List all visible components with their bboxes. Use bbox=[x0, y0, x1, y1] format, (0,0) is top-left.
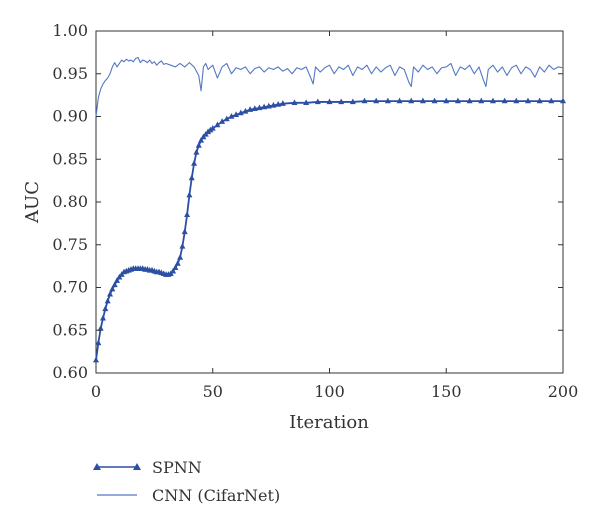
y-tick-label: 1.00 bbox=[52, 21, 88, 40]
data-point-spnn bbox=[279, 100, 286, 106]
data-point-spnn bbox=[219, 118, 226, 124]
legend-marker-spnn bbox=[133, 463, 141, 470]
plot-area bbox=[93, 30, 566, 374]
x-tick-label: 50 bbox=[203, 382, 223, 401]
data-point-spnn bbox=[338, 98, 345, 105]
data-point-spnn bbox=[443, 97, 450, 104]
y-tick-label: 0.75 bbox=[52, 235, 88, 254]
y-tick-label: 0.90 bbox=[52, 107, 88, 126]
x-tick-label: 200 bbox=[548, 382, 579, 401]
x-axis: 0 50 100 150 200 bbox=[91, 31, 578, 401]
data-point-spnn bbox=[251, 105, 258, 112]
data-point-spnn bbox=[209, 124, 216, 131]
data-point-spnn bbox=[291, 99, 298, 106]
x-axis-label: Iteration bbox=[289, 412, 369, 433]
data-point-spnn bbox=[396, 97, 403, 104]
y-tick-label: 0.60 bbox=[52, 363, 88, 382]
data-point-spnn bbox=[177, 254, 184, 260]
data-point-spnn bbox=[419, 97, 426, 104]
x-tick-label: 100 bbox=[314, 382, 345, 401]
data-point-spnn bbox=[265, 102, 272, 109]
data-point-spnn bbox=[466, 97, 473, 104]
data-point-spnn bbox=[191, 160, 198, 166]
data-point-spnn bbox=[97, 325, 104, 331]
y-tick-label: 0.95 bbox=[52, 64, 88, 83]
data-point-spnn bbox=[501, 97, 508, 104]
data-point-spnn bbox=[223, 115, 230, 122]
data-point-spnn bbox=[326, 98, 333, 105]
y-tick-label: 0.85 bbox=[52, 149, 88, 168]
legend-label-spnn: SPNN bbox=[152, 458, 202, 477]
data-point-spnn bbox=[170, 267, 177, 274]
y-tick-label: 0.80 bbox=[52, 192, 88, 211]
series-line-spnn bbox=[95, 100, 563, 361]
data-point-spnn bbox=[104, 297, 111, 304]
data-point-spnn bbox=[186, 191, 193, 198]
data-point-spnn bbox=[242, 107, 249, 114]
data-point-spnn bbox=[174, 260, 181, 266]
data-point-spnn bbox=[256, 104, 263, 111]
data-point-spnn bbox=[100, 314, 107, 321]
data-point-spnn bbox=[349, 98, 356, 105]
data-point-spnn bbox=[93, 356, 99, 363]
data-point-spnn bbox=[237, 109, 244, 116]
data-point-spnn bbox=[314, 98, 321, 105]
data-point-spnn bbox=[114, 277, 121, 283]
data-point-spnn bbox=[275, 101, 282, 107]
data-point-spnn bbox=[261, 103, 268, 110]
data-point-spnn bbox=[111, 281, 118, 288]
data-point-spnn bbox=[195, 142, 202, 148]
series-line-cnn bbox=[95, 56, 564, 117]
data-point-spnn bbox=[228, 113, 235, 119]
data-point-spnn bbox=[247, 106, 254, 112]
y-axis-label: AUC bbox=[22, 181, 43, 224]
legend-marker-spnn bbox=[93, 463, 101, 470]
data-point-spnn bbox=[524, 97, 531, 104]
y-tick-label: 0.70 bbox=[52, 278, 88, 297]
data-point-spnn bbox=[109, 285, 116, 292]
data-point-spnn bbox=[233, 111, 240, 117]
x-tick-label: 150 bbox=[431, 382, 462, 401]
data-point-spnn bbox=[384, 97, 391, 104]
plot-frame bbox=[95, 30, 564, 374]
legend-item-spnn: SPNN bbox=[93, 458, 202, 477]
data-point-spnn bbox=[172, 264, 179, 271]
data-point-spnn bbox=[408, 97, 415, 104]
data-point-spnn bbox=[361, 97, 368, 104]
data-point-spnn bbox=[181, 228, 188, 235]
data-point-spnn bbox=[102, 305, 109, 312]
data-point-spnn bbox=[214, 121, 221, 128]
legend: SPNN CNN (CifarNet) bbox=[93, 458, 280, 505]
data-point-spnn bbox=[536, 97, 543, 104]
data-point-spnn bbox=[560, 97, 566, 104]
data-point-spnn bbox=[95, 339, 102, 346]
data-point-spnn bbox=[193, 148, 200, 155]
y-tick-label: 0.65 bbox=[52, 320, 88, 339]
data-point-spnn bbox=[548, 97, 555, 104]
data-point-spnn bbox=[188, 174, 195, 181]
y-axis: 0.60 0.65 0.70 0.75 0.80 0.85 0.90 0.95 1.00 bbox=[52, 21, 563, 382]
data-point-spnn bbox=[431, 97, 438, 104]
data-point-spnn bbox=[303, 99, 310, 106]
data-point-spnn bbox=[198, 136, 205, 143]
legend-item-cnn: CNN (CifarNet) bbox=[97, 486, 280, 505]
data-point-spnn bbox=[184, 211, 191, 218]
legend-label-cnn: CNN (CifarNet) bbox=[152, 486, 280, 505]
data-point-spnn bbox=[107, 290, 114, 297]
data-point-spnn bbox=[179, 242, 186, 249]
x-tick-label: 0 bbox=[91, 382, 101, 401]
data-point-spnn bbox=[270, 101, 277, 108]
data-point-spnn bbox=[454, 97, 461, 104]
data-point-spnn bbox=[513, 97, 520, 104]
data-point-spnn bbox=[373, 97, 380, 104]
data-point-spnn bbox=[489, 97, 496, 104]
data-point-spnn bbox=[478, 97, 485, 104]
